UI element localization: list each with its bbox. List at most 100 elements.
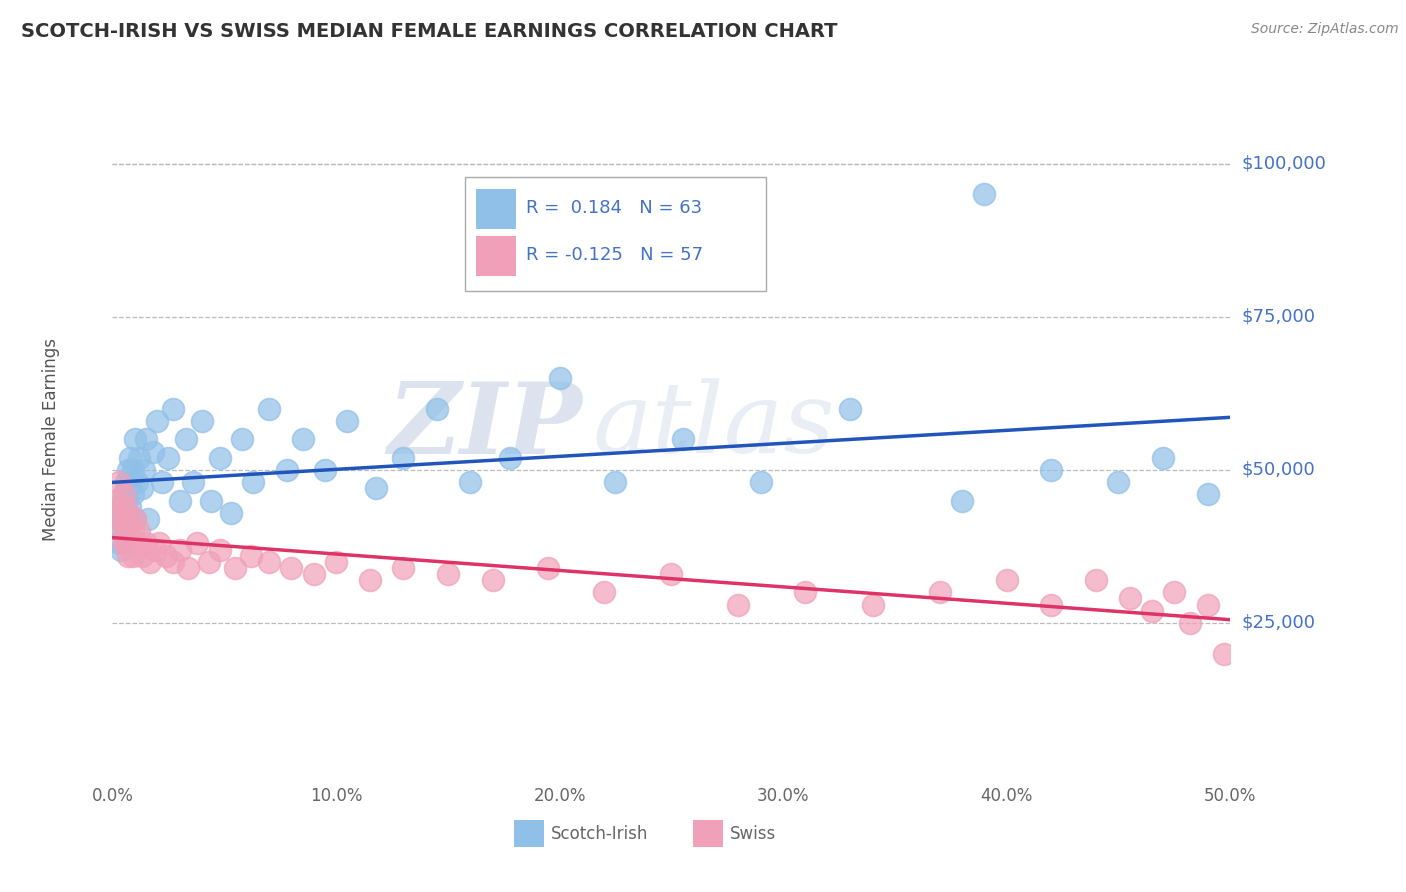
Text: Swiss: Swiss (730, 825, 776, 843)
Point (392, 450, 415, 465)
Point (162, 401, 184, 416)
Text: $100,000: $100,000 (1241, 155, 1326, 173)
Point (112, 518, 135, 533)
Text: $50,000: $50,000 (1241, 461, 1315, 479)
Point (139, 555, 162, 569)
FancyBboxPatch shape (464, 177, 766, 291)
FancyBboxPatch shape (475, 189, 516, 228)
Text: atlas: atlas (593, 378, 837, 474)
Point (325, 555, 347, 569)
Point (242, 475, 264, 490)
Point (131, 481, 153, 495)
Point (110, 506, 132, 520)
Point (135, 536, 157, 550)
Point (105, 500, 128, 514)
Point (219, 506, 242, 520)
Point (117, 524, 139, 538)
Point (661, 567, 683, 582)
Point (593, 585, 616, 599)
Point (458, 475, 481, 490)
Point (169, 493, 191, 508)
Point (124, 512, 146, 526)
Point (108, 475, 131, 490)
Point (302, 567, 325, 582)
Text: ZIP: ZIP (387, 377, 582, 474)
Point (136, 512, 159, 526)
Point (169, 542, 191, 557)
Point (142, 444, 165, 458)
Point (155, 549, 177, 563)
Point (120, 450, 142, 465)
Point (115, 475, 138, 490)
Point (146, 414, 169, 428)
Point (224, 561, 246, 575)
Point (749, 475, 772, 490)
Text: Scotch-Irish: Scotch-Irish (551, 825, 648, 843)
Point (208, 542, 231, 557)
Point (125, 475, 148, 490)
Point (1118, 591, 1140, 606)
Point (186, 536, 208, 550)
Point (950, 493, 973, 508)
Point (973, 187, 995, 202)
Point (481, 573, 503, 587)
Point (117, 506, 139, 520)
Text: Median Female Earnings: Median Female Earnings (42, 338, 60, 541)
Point (135, 433, 157, 447)
Point (120, 500, 142, 514)
Point (1108, 475, 1130, 490)
Point (121, 463, 143, 477)
Point (110, 524, 132, 538)
Point (995, 573, 1018, 587)
Point (1040, 598, 1063, 612)
Point (112, 487, 135, 501)
Point (366, 481, 388, 495)
Point (128, 450, 150, 465)
Point (162, 555, 184, 569)
Point (115, 500, 138, 514)
Point (120, 475, 142, 490)
Point (131, 549, 153, 563)
Point (276, 463, 298, 477)
Point (121, 487, 143, 501)
Point (605, 475, 627, 490)
Point (208, 450, 231, 465)
FancyBboxPatch shape (475, 235, 516, 276)
Point (1040, 463, 1063, 477)
Text: R =  0.184   N = 63: R = 0.184 N = 63 (526, 199, 702, 218)
Point (1212, 647, 1234, 661)
Point (108, 512, 131, 526)
Point (143, 542, 166, 557)
Point (314, 463, 336, 477)
Point (257, 401, 280, 416)
Point (117, 463, 139, 477)
Point (128, 524, 150, 538)
Point (124, 512, 146, 526)
Point (392, 561, 415, 575)
Point (794, 585, 817, 599)
Point (231, 433, 253, 447)
Point (117, 481, 139, 495)
Point (121, 524, 143, 538)
Point (181, 475, 204, 490)
Point (671, 433, 693, 447)
Point (110, 500, 132, 514)
Point (499, 450, 522, 465)
Point (157, 450, 180, 465)
FancyBboxPatch shape (693, 821, 723, 847)
Point (108, 512, 131, 526)
Point (117, 549, 139, 563)
Point (115, 536, 138, 550)
Point (839, 401, 862, 416)
Point (336, 414, 359, 428)
Point (124, 433, 146, 447)
FancyBboxPatch shape (513, 821, 544, 847)
Point (1140, 604, 1163, 618)
Point (112, 487, 135, 501)
Point (125, 536, 148, 550)
Point (108, 536, 131, 550)
Point (862, 598, 884, 612)
Point (120, 512, 142, 526)
Point (1178, 615, 1201, 630)
Point (197, 555, 219, 569)
